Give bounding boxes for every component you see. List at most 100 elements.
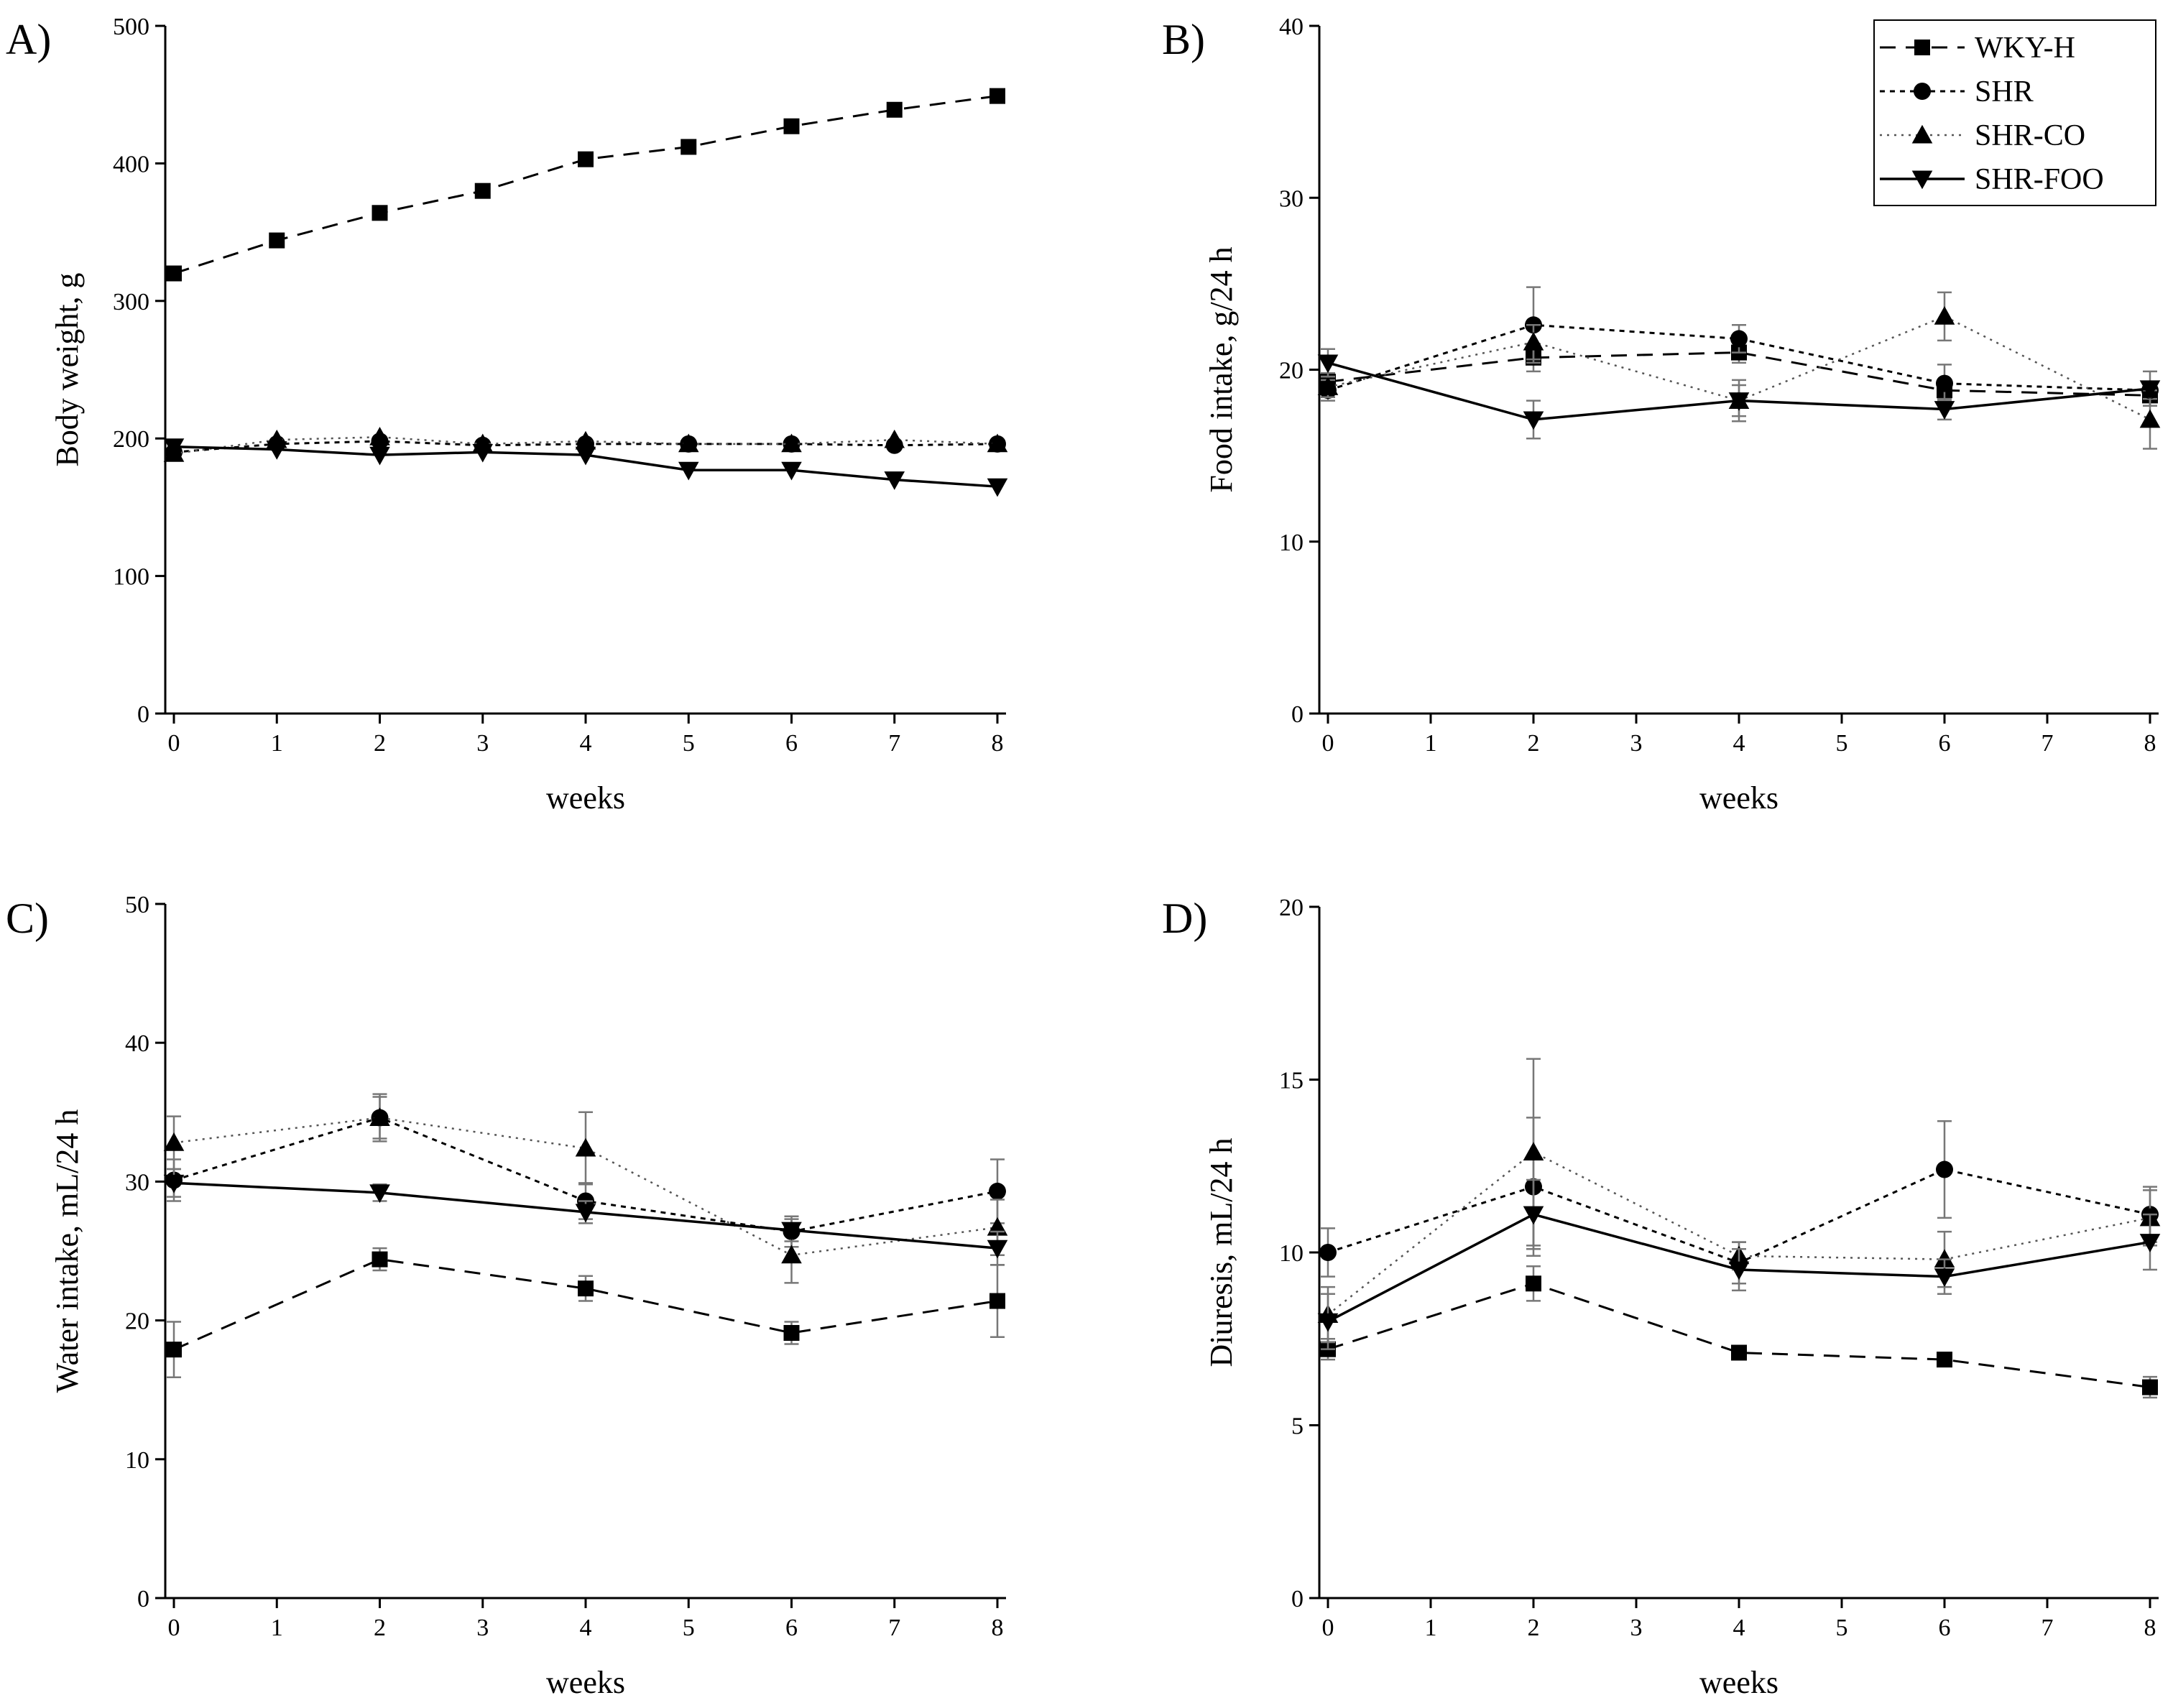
panel-c-series-wky-h-line <box>173 1258 998 1351</box>
panel-a-x-tick-label: 5 <box>683 730 695 757</box>
panel-c-series-shr-foo-point <box>987 1240 1008 1259</box>
panel-a-y-tick-label: 500 <box>113 14 149 40</box>
panel-c-x-tick-label: 7 <box>888 1615 900 1641</box>
panel-c-x-tick-label: 0 <box>168 1615 180 1641</box>
panel-d-series-shr-foo-point <box>1317 1313 1339 1332</box>
panel-d-label: D) <box>1162 895 1207 942</box>
panel-b-legend: WKY-H SHR SHR-CO SHR-FOO <box>1873 19 2156 206</box>
panel-a-x-tick-label: 6 <box>785 730 798 757</box>
panel-b-x-tick-label: 8 <box>2144 730 2156 757</box>
panel-c-y-tick-label: 40 <box>125 1030 149 1057</box>
panel-c-x-tick-label: 6 <box>785 1615 798 1641</box>
panel-a-x-tick-label: 7 <box>888 730 900 757</box>
panel-a-x-tick-label: 4 <box>580 730 592 757</box>
panel-a-y-tick-label: 200 <box>113 426 149 453</box>
panel-b-series-shr-point <box>1936 374 1953 392</box>
panel-d-series-shr-co <box>1317 1058 2161 1344</box>
panel-c-x-tick-label: 4 <box>580 1615 592 1641</box>
panel-b-label: B) <box>1162 16 1205 63</box>
panel-a-x-axis-title: weeks <box>546 780 625 816</box>
panel-b-series-shr-foo-point <box>1728 392 1750 411</box>
panel-c-x-tick-label: 5 <box>683 1615 695 1641</box>
panel-b-x-tick-label: 0 <box>1322 730 1334 757</box>
panel-c-y-axis-title: Water intake, mL/24 h <box>50 1109 85 1393</box>
panel-d-series-wky-h-point <box>1937 1352 1952 1368</box>
panel-a-label: A) <box>6 16 51 63</box>
panel-a-series-shr-foo-point <box>781 461 802 481</box>
panel-b-legend-label-shr: SHR <box>1975 75 2034 109</box>
panel-d-x-tick-label: 8 <box>2144 1615 2156 1641</box>
panel-b-x-tick-label: 4 <box>1733 730 1745 757</box>
panel-c-series-shr-point <box>989 1182 1006 1200</box>
panel-b-series-shr-foo-point <box>1317 354 1339 374</box>
panel-d-y-tick-label: 15 <box>1279 1068 1304 1094</box>
panel-b-y-axis-title: Food intake, g/24 h <box>1204 246 1239 492</box>
panel-c-y-tick-label: 10 <box>125 1447 149 1474</box>
panel-a-series-wky-h-point <box>989 88 1005 104</box>
panel-a-series-shr-foo-point <box>163 438 185 457</box>
panel-a-series-shr-foo-point <box>266 441 287 460</box>
panel-c-series-shr-co-line <box>173 1117 998 1257</box>
panel-d-y-tick-label: 10 <box>1279 1240 1304 1267</box>
panel-d-series-shr-foo-point <box>2139 1234 2161 1252</box>
panel-a-series-shr-co-line <box>173 436 998 455</box>
panel-d-x-axis-title: weeks <box>1699 1665 1778 1700</box>
panel-c-y-tick-label: 20 <box>125 1308 149 1335</box>
panel-d-x-tick-label: 3 <box>1630 1615 1643 1641</box>
panel-d-series-wky-h-line <box>1327 1282 2151 1389</box>
panel-b-series-shr-foo <box>1317 348 2161 440</box>
panel-d-y-tick-label: 20 <box>1279 895 1304 921</box>
panel-a-series-wky-h-point <box>474 183 491 199</box>
panel-b-y-tick-label: 10 <box>1279 530 1304 556</box>
panel-a-series-shr-foo-point <box>575 446 596 466</box>
panel-d-x-tick-label: 7 <box>2041 1615 2054 1641</box>
panel-c-series-wky-h-point <box>578 1280 594 1297</box>
panel-b-series-shr-co-point <box>1523 331 1544 351</box>
panel-b-x-tick-label: 1 <box>1425 730 1437 757</box>
panel-c-series-shr-foo-point <box>575 1204 596 1223</box>
panel-b-y-tick-label: 40 <box>1279 14 1304 40</box>
panel-d-series-shr-co-point <box>1934 1249 1955 1268</box>
panel-b-series-shr-co-point <box>1317 377 1339 395</box>
panel-c-series-shr-foo-point <box>369 1184 390 1204</box>
panel-d-y-axis-title: Diuresis, mL/24 h <box>1204 1138 1239 1367</box>
panel-b-series-wky-h-line <box>1327 351 2151 397</box>
panel-a-series-wky-h-point <box>372 205 388 221</box>
panel-a-series-wky-h-point <box>783 118 800 134</box>
panel-d-x-tick-label: 2 <box>1528 1615 1540 1641</box>
panel-a-x-tick-label: 0 <box>168 730 180 757</box>
panel-a-y-tick-label: 300 <box>113 289 149 315</box>
panel-b-legend-marker-wky-h <box>1914 40 1930 55</box>
panel-d-x-tick-label: 1 <box>1425 1615 1437 1641</box>
panel-d-x-tick-label: 4 <box>1733 1615 1745 1641</box>
panel-b-legend-marker-shr-co <box>1911 124 1933 144</box>
panel-c-series-wky-h-point <box>166 1342 182 1358</box>
panel-a-x-tick-label: 2 <box>374 730 386 757</box>
panel-b-legend-label-wky-h: WKY-H <box>1975 32 2075 65</box>
panel-a-series-wky-h-point <box>269 232 285 249</box>
panel-b-y-tick-label: 20 <box>1279 358 1304 384</box>
panel-c-series-wky-h-point <box>783 1324 800 1341</box>
panel-d-series-shr-foo-point <box>1728 1261 1750 1280</box>
panel-a-series-wky-h-point <box>578 151 594 167</box>
panel-d-series-shr-co-point <box>1523 1142 1544 1160</box>
panel-c-series-wky-h-point <box>989 1293 1005 1309</box>
panel-a-series-wky-h-line <box>173 95 998 274</box>
panel-a-series-shr-co-point <box>575 430 596 450</box>
panel-d-x-tick-label: 0 <box>1322 1615 1334 1641</box>
panel-d-y-tick-label: 5 <box>1291 1413 1304 1440</box>
panel-b-x-tick-label: 3 <box>1630 730 1643 757</box>
panel-c-x-tick-label: 8 <box>992 1615 1004 1641</box>
panel-c-series-shr-foo-point <box>781 1222 802 1241</box>
panel-b-series-shr-co <box>1317 291 2161 450</box>
panel-c-x-tick-label: 3 <box>476 1615 489 1641</box>
panel-a-y-tick-label: 0 <box>137 701 149 728</box>
panel-a-series-shr-co-point <box>781 433 802 453</box>
panel-b-x-tick-label: 2 <box>1528 730 1540 757</box>
panel-b-x-tick-label: 7 <box>2041 730 2054 757</box>
panel-a-series-wky-h-point <box>680 139 697 155</box>
panel-a-y-tick-label: 100 <box>113 564 149 591</box>
panel-c-series-shr-co-point <box>369 1107 390 1126</box>
panel-d-series-shr-point <box>1936 1160 1953 1178</box>
panel-a-series-shr-foo-point <box>987 478 1008 497</box>
